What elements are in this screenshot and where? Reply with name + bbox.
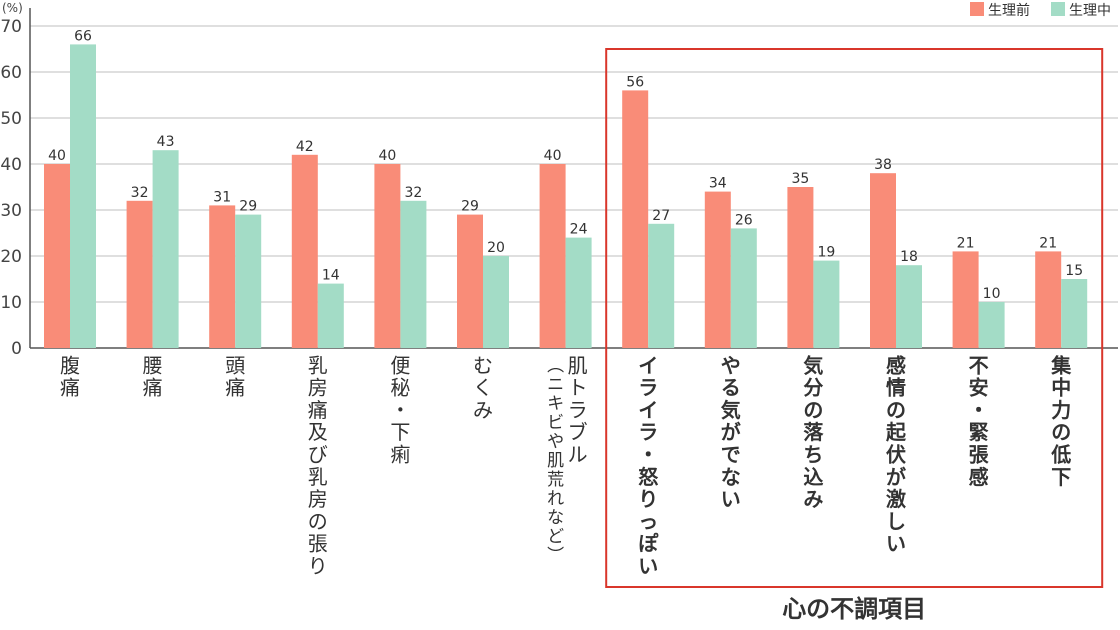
value-label-before: 40	[48, 148, 66, 164]
category-labels: 腹痛 腰痛 頭痛 乳房痛及び乳房の張り 便秘・下痢 むくみ 肌トラブル︵ニキビや肌荒れなど︶…	[60, 353, 1072, 578]
bar-during	[152, 150, 179, 348]
value-label-before: 42	[296, 139, 314, 155]
bar-during	[70, 44, 96, 349]
value-labels: 40 32 31 42 40 29 40 56 34 35 38 21 21 66 43 29 14 32 20 24…	[48, 28, 1083, 302]
category-sub-label: ︵ニキビや肌荒れなど︶	[547, 356, 564, 566]
legend-swatch-before	[970, 2, 984, 16]
value-label-before: 31	[213, 189, 231, 205]
bar-during	[978, 302, 1005, 348]
category-label: 集中力の低下	[1050, 353, 1072, 489]
value-label-during: 19	[817, 245, 835, 261]
bar-before	[952, 251, 979, 348]
value-label-before: 21	[1039, 235, 1057, 251]
bar-during	[813, 260, 840, 348]
bars	[44, 44, 1088, 349]
y-tick-label: 60	[0, 63, 22, 83]
category-label: 不安・緊張感	[969, 353, 990, 489]
bar-during	[565, 237, 592, 348]
y-tick-label: 0	[11, 339, 22, 359]
legend-label-during: 生理中	[1069, 3, 1111, 19]
bar-before	[870, 173, 896, 348]
value-label-during: 43	[157, 134, 175, 150]
bar-before	[622, 90, 649, 349]
bar-during	[896, 265, 922, 348]
bar-during	[648, 223, 675, 348]
value-label-during: 66	[74, 28, 92, 44]
bar-before	[1035, 251, 1062, 348]
legend-swatch-during	[1051, 2, 1065, 16]
bar-during	[400, 200, 427, 348]
y-tick-label: 70	[0, 17, 22, 37]
value-label-during: 26	[735, 212, 753, 228]
category-label: 感情の起伏が激しい	[885, 353, 907, 555]
bar-during	[483, 256, 509, 348]
value-label-before: 32	[131, 185, 149, 201]
y-tick-label: 10	[0, 293, 22, 313]
bar-before	[374, 164, 401, 348]
value-label-during: 20	[487, 240, 505, 256]
value-label-before: 29	[461, 199, 479, 215]
category-label: むくみ	[473, 353, 493, 422]
bar-before	[209, 205, 236, 348]
bar-before	[787, 187, 814, 348]
bar-before	[539, 164, 566, 348]
category-label: 気分の落ち込み	[803, 353, 824, 511]
category-label: 乳房痛及び乳房の張り	[308, 353, 328, 578]
category-label: 腰痛	[143, 353, 163, 399]
value-label-during: 27	[652, 208, 670, 224]
value-label-during: 14	[322, 268, 340, 284]
bar-before	[44, 164, 70, 348]
category-label: やる気がでない	[721, 353, 741, 511]
value-label-before: 40	[544, 148, 562, 164]
bar-before	[704, 191, 731, 348]
value-label-before: 38	[874, 157, 892, 173]
bar-during	[235, 214, 262, 348]
category-label: イライラ・怒りっぽい	[638, 353, 659, 578]
value-label-before: 21	[957, 235, 975, 251]
y-axis: (%) 0 10 20 30 40 50 60 70	[0, 1, 31, 359]
y-unit-label: (%)	[2, 1, 23, 15]
value-label-before: 34	[709, 176, 727, 192]
category-label: 頭痛	[225, 353, 245, 399]
bar-during	[1061, 279, 1088, 348]
value-label-during: 10	[983, 286, 1001, 302]
value-label-during: 18	[900, 249, 918, 265]
bar-during	[730, 228, 757, 348]
bar-before	[457, 214, 483, 348]
legend-label-before: 生理前	[988, 2, 1030, 19]
bar-before	[126, 200, 153, 348]
category-label: 肌トラブル	[568, 353, 588, 466]
mental-symptoms-group: 心の不調項目	[605, 48, 1104, 623]
bar-before	[291, 154, 318, 348]
group-title: 心の不調項目	[782, 595, 926, 623]
category-label: 腹痛	[60, 353, 80, 399]
value-label-during: 32	[404, 185, 422, 201]
value-label-before: 35	[791, 171, 809, 187]
y-tick-label: 50	[0, 109, 22, 129]
bar-during	[317, 283, 344, 348]
y-tick-label: 30	[0, 201, 22, 221]
value-label-before: 40	[378, 148, 396, 164]
highlight-box	[605, 48, 1104, 588]
y-tick-label: 40	[0, 155, 22, 175]
y-tick-label: 20	[0, 247, 22, 267]
legend: 生理前 生理中	[970, 2, 1111, 19]
value-label-during: 29	[239, 199, 257, 215]
value-label-before: 56	[626, 74, 644, 90]
value-label-during: 24	[570, 222, 588, 238]
category-label: 便秘・下痢	[390, 353, 410, 466]
value-label-during: 15	[1065, 263, 1083, 279]
